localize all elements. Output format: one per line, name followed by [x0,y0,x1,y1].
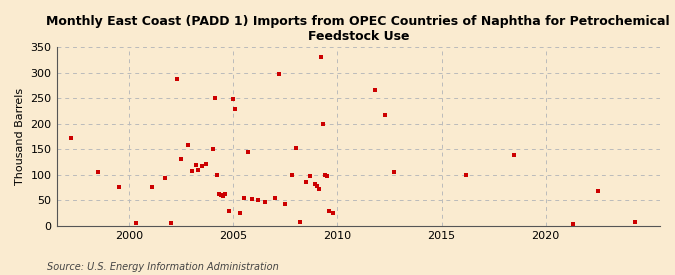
Point [207,147,218,152]
Point [92,170,103,174]
Y-axis label: Thousand Barrels: Thousand Barrels [15,88,25,185]
Point [65,136,76,140]
Point [147,185,158,189]
Point [309,182,320,186]
Point [313,187,324,191]
Point [461,172,472,177]
Point [319,172,330,177]
Point [228,97,239,101]
Point [197,163,208,168]
Point [324,208,335,213]
Point [280,202,291,207]
Point [213,192,224,196]
Point [113,185,124,189]
Point [234,211,245,215]
Point [369,88,380,93]
Point [159,176,170,181]
Point [211,172,222,177]
Point [209,96,220,100]
Point [201,161,212,166]
Title: Monthly East Coast (PADD 1) Imports from OPEC Countries of Naphtha for Petrochem: Monthly East Coast (PADD 1) Imports from… [47,15,670,43]
Point [165,221,176,226]
Point [247,197,258,202]
Point [317,122,328,126]
Point [328,211,339,215]
Point [630,220,641,224]
Point [217,194,228,199]
Point [224,208,235,213]
Point [322,174,333,178]
Point [294,220,305,224]
Point [172,77,183,81]
Point [192,167,203,172]
Point [274,72,285,76]
Point [592,189,603,193]
Point [305,174,316,178]
Point [190,162,201,167]
Point [388,170,399,174]
Point [380,113,391,117]
Point [315,55,326,59]
Point [301,180,312,185]
Point [567,222,578,227]
Point [269,196,280,200]
Point [176,157,187,162]
Point [230,107,241,112]
Point [219,192,230,196]
Point [186,169,197,173]
Point [242,150,253,154]
Point [311,184,322,188]
Point [238,196,249,200]
Point [130,221,141,226]
Point [290,145,301,150]
Point [182,143,193,147]
Point [509,153,520,158]
Text: Source: U.S. Energy Information Administration: Source: U.S. Energy Information Administ… [47,262,279,272]
Point [253,198,264,202]
Point [286,172,297,177]
Point [259,200,270,204]
Point [215,193,226,197]
